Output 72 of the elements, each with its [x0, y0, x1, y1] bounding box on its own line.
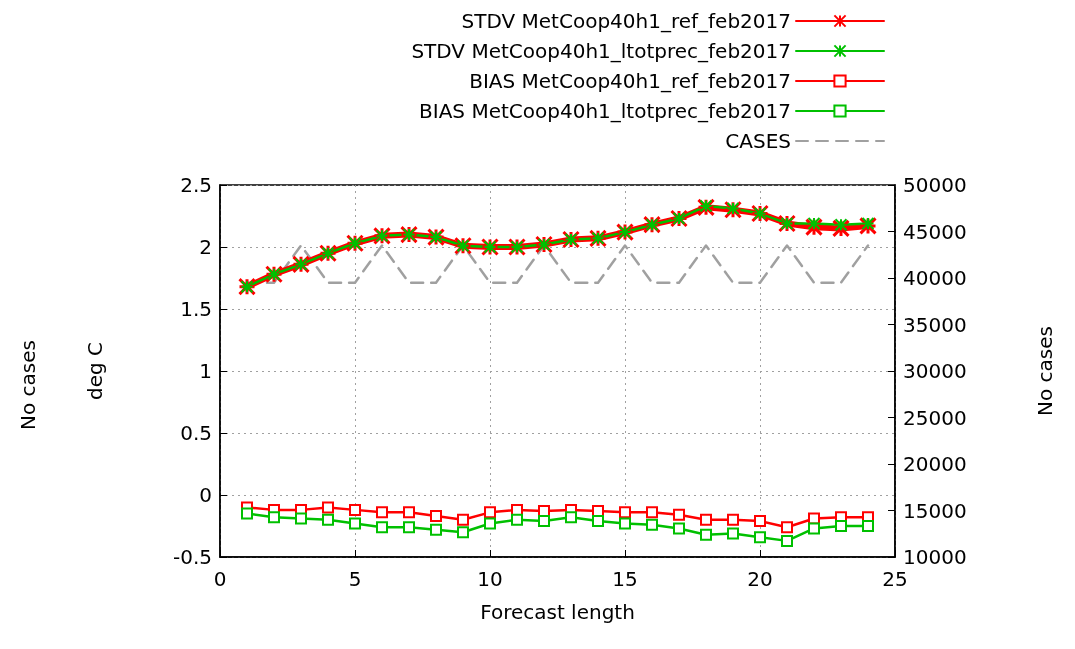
point	[295, 512, 307, 525]
legend-label: CASES	[725, 129, 791, 153]
x-tick-label: 5	[348, 567, 362, 591]
y2-tick-label: 35000	[903, 312, 967, 337]
point	[861, 216, 875, 230]
y-tick-label: 0.5	[180, 421, 212, 445]
point	[322, 501, 334, 514]
y-tick-label: 0	[199, 483, 212, 507]
point	[619, 517, 631, 530]
point	[457, 526, 469, 539]
point	[673, 508, 685, 521]
point	[619, 506, 631, 519]
x-tick-label: 25	[882, 567, 908, 591]
y2-axis-title: No cases	[1033, 326, 1057, 416]
point	[808, 522, 820, 535]
y2-tick-label: 20000	[903, 452, 967, 476]
point	[565, 511, 577, 524]
point	[781, 534, 793, 547]
x-axis-title: Forecast length	[480, 600, 635, 624]
point	[484, 517, 496, 530]
point	[835, 520, 847, 532]
point	[322, 513, 334, 526]
point	[807, 216, 821, 230]
point	[700, 513, 712, 526]
point	[349, 517, 361, 530]
legend-label: STDV MetCoop40h1_ltotprec_feb2017	[411, 39, 791, 63]
point	[727, 527, 739, 540]
y2-tick-label: 40000	[903, 266, 967, 290]
y-tick-label: -0.5	[172, 545, 212, 569]
legend-label: BIAS MetCoop40h1_ltotprec_feb2017	[419, 99, 791, 123]
point	[268, 511, 280, 524]
y2-tick-label: 10000	[903, 545, 967, 569]
point	[700, 528, 712, 541]
point	[781, 521, 793, 534]
y-tick-label: 2.5	[180, 173, 212, 197]
point	[646, 506, 658, 519]
point	[538, 515, 550, 528]
x-tick-label: 10	[477, 567, 503, 591]
point	[430, 523, 442, 536]
point	[376, 506, 388, 519]
point	[727, 513, 739, 526]
point	[403, 521, 415, 534]
legend-label: BIAS MetCoop40h1_ref_feb2017	[469, 69, 791, 93]
point	[349, 503, 361, 516]
text: No cases	[16, 340, 40, 430]
point	[403, 506, 415, 519]
point	[646, 518, 658, 531]
point	[457, 513, 469, 526]
point	[511, 513, 523, 526]
y-tick-label: 1	[199, 359, 212, 383]
y2-tick-label: 50000	[903, 173, 967, 197]
point	[673, 522, 685, 535]
point	[241, 507, 253, 520]
point	[754, 531, 766, 544]
point	[834, 218, 848, 232]
point	[699, 199, 713, 213]
y-tick-label: 2	[199, 235, 212, 259]
legend-label: STDV MetCoop40h1_ref_feb2017	[461, 9, 791, 33]
point	[862, 520, 874, 532]
y2-tick-label: 30000	[903, 359, 967, 383]
y-axis-title: deg C	[83, 341, 107, 401]
y2-tick-label: 25000	[903, 405, 967, 430]
point	[484, 506, 496, 519]
point	[754, 515, 766, 528]
x-tick-label: 20	[747, 567, 773, 591]
y2-tick-label: 45000	[903, 219, 967, 244]
point	[430, 510, 442, 523]
point	[376, 521, 388, 534]
y2-tick-label: 15000	[903, 498, 967, 523]
y-tick-label: 1.5	[180, 297, 212, 321]
point	[592, 515, 604, 528]
x-tick-label: 15	[612, 567, 638, 591]
